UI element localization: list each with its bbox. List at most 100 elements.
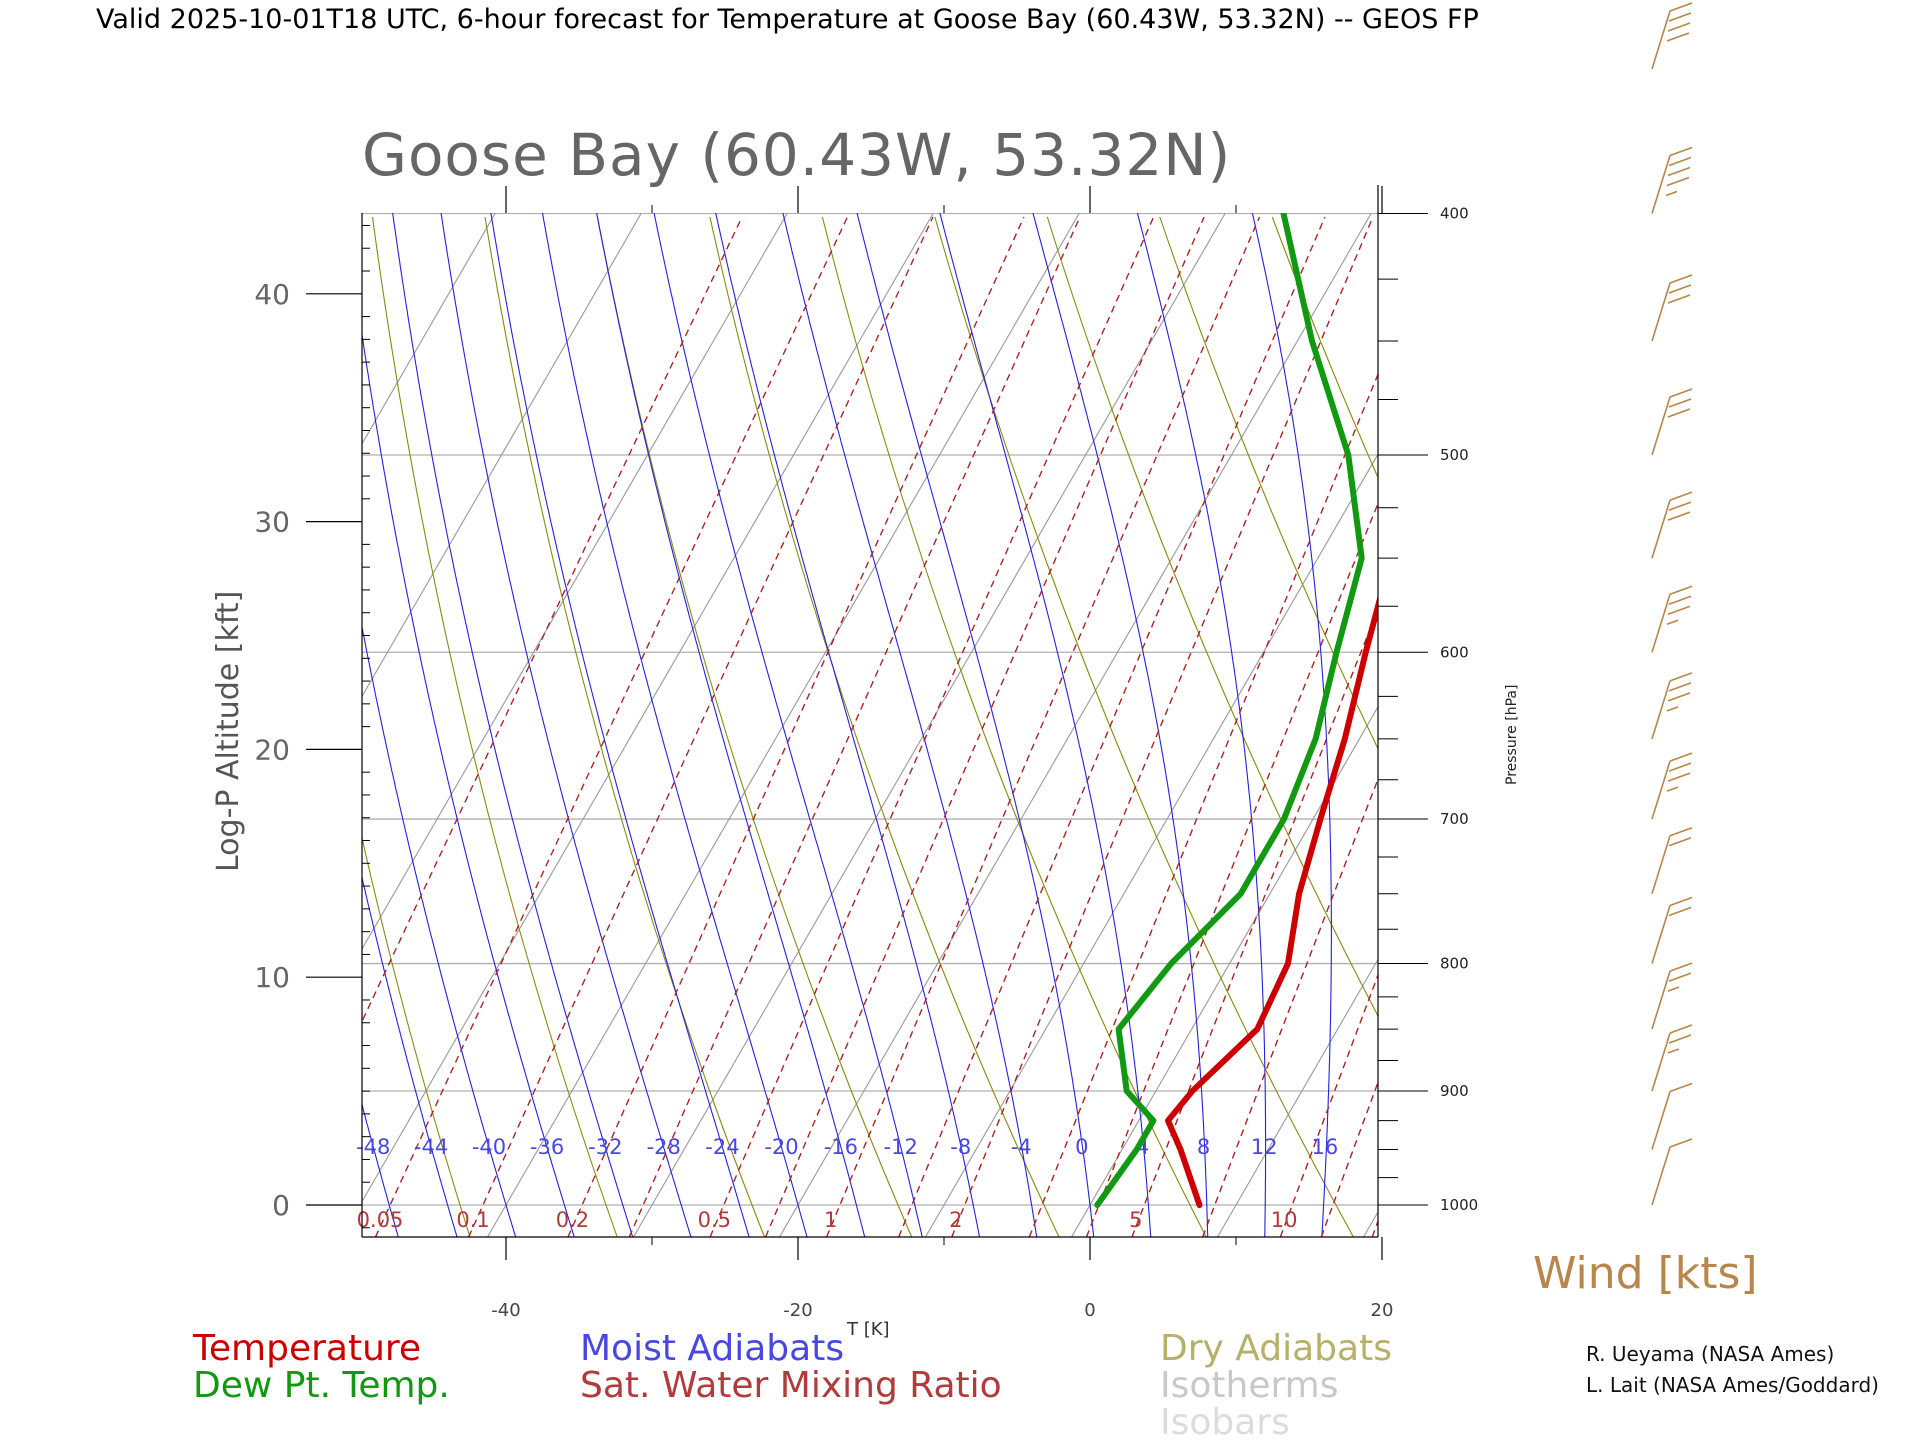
dry-adiabat-line [934, 216, 1354, 1237]
dry-adiabat-line [371, 216, 618, 1237]
pressure-tick-label: 400 [1440, 205, 1469, 223]
temperature-line [1165, 594, 1378, 1208]
isotherm-line [1217, 958, 1378, 1237]
mixing-ratio-grid [362, 216, 1899, 1237]
wind-barb-path [1651, 826, 1693, 894]
dry-adiabat-line [1497, 217, 1920, 1237]
dry-adiabat-line [596, 216, 913, 1237]
pressure-tick-label: 700 [1440, 810, 1469, 828]
moist-adiabat-line [362, 875, 458, 1237]
pressure-tick-label: 800 [1440, 955, 1469, 973]
mixing-ratio-line [1279, 973, 1378, 1237]
wind-barb [1651, 826, 1693, 894]
mixing-ratio-line [898, 216, 1326, 1237]
moist-adiabat-label: 12 [1251, 1135, 1278, 1159]
mixing-ratio-line [567, 216, 1025, 1237]
mixing-ratio-line [1371, 1219, 1378, 1237]
isotherm-line [1656, 213, 1920, 1237]
wind-barb [1651, 585, 1693, 653]
moist-adiabat-line [362, 330, 575, 1237]
chart-header-title: Valid 2025-10-01T18 UTC, 6-hour forecast… [96, 4, 1479, 35]
moist-adiabat-label: -44 [414, 1135, 448, 1159]
moist-adiabat-line [856, 213, 1095, 1237]
x-tick-label: 0 [1084, 1300, 1095, 1321]
moist-adiabat-line [1136, 213, 1267, 1237]
moist-adiabat-line [653, 213, 923, 1237]
mixing-ratio-label: 5 [1129, 1208, 1142, 1232]
isotherm-line [1071, 705, 1378, 1237]
moist-adiabat-line [1032, 213, 1209, 1237]
isotherm-line [779, 213, 1372, 1237]
wind-barb-path [1651, 1082, 1693, 1150]
moist-adiabat-line [715, 213, 981, 1237]
wind-barb [1651, 491, 1693, 559]
mixing-ratio-line [764, 216, 1205, 1237]
moist-adiabat-label: -40 [472, 1135, 506, 1159]
wind-barbs [1651, 2, 1693, 1206]
isotherm-grid [0, 213, 1920, 1237]
x-tick-label: 20 [1371, 1300, 1394, 1321]
legend-isobars: Isobars [1160, 1402, 1290, 1440]
isotherm-line [0, 213, 57, 1237]
legend-dewpoint: Dew Pt. Temp. [193, 1365, 450, 1406]
pressure-axis-label: Pressure [hPa] [1504, 685, 1520, 785]
isotherm-line [362, 213, 496, 445]
legend-dry-adiabats: Dry Adiabats [1160, 1328, 1392, 1369]
moist-adiabat-label: -16 [824, 1135, 858, 1159]
mixing-ratio-label: 10 [1271, 1208, 1298, 1232]
dry-adiabat-line [484, 216, 766, 1237]
wind-barb [1651, 388, 1693, 456]
moist-adiabat-label: -28 [647, 1135, 681, 1159]
pressure-tick-label: 1000 [1440, 1196, 1478, 1214]
isobar-grid [362, 213, 1378, 1206]
mixing-ratio-line [1440, 217, 1811, 1237]
dry-adiabat-line [1271, 216, 1378, 479]
moist-adiabat-label: -20 [764, 1135, 798, 1159]
wind-barb-path [1651, 2, 1693, 70]
moist-adiabat-line [362, 624, 517, 1237]
pressure-tick-label: 500 [1440, 446, 1469, 464]
grid-labels: -48 -44 -40 -36 -32 -28 -24 -20 -16 -12 -8 -4 0 4 8 12 1… [356, 1135, 1338, 1232]
credit-line-1: R. Ueyama (NASA Ames) [1586, 1342, 1834, 1366]
legend-mixing-ratio: Sat. Water Mixing Ratio [580, 1365, 1002, 1406]
moist-adiabat-label: -32 [588, 1135, 622, 1159]
mixing-ratio-label: 1 [824, 1208, 837, 1232]
mixing-ratio-label: 0.5 [698, 1208, 731, 1232]
wind-barb [1651, 1024, 1693, 1092]
dry-adiabat-line [1835, 217, 1920, 1237]
mixing-ratio-line [1202, 777, 1378, 1237]
moist-adiabat-label: -24 [705, 1135, 739, 1159]
wind-barb-path [1651, 146, 1693, 214]
isotherm-line [0, 213, 349, 1237]
wind-barb-path [1651, 1138, 1693, 1206]
moist-adiabat-line [362, 1102, 399, 1237]
y-tick-label: 0 [272, 1189, 290, 1222]
dry-adiabat-line [1046, 216, 1378, 1018]
x-axis-label: T [K] [846, 1319, 890, 1340]
mixing-ratio-line [1085, 501, 1378, 1237]
mixing-ratio-line [1538, 217, 1899, 1237]
wind-barb-path [1651, 491, 1693, 559]
wind-barb [1651, 2, 1693, 70]
moist-adiabat-line [1251, 213, 1332, 1237]
isotherm-line [1510, 213, 1920, 1237]
wind-barb-path [1651, 962, 1693, 1030]
mixing-ratio-line [825, 216, 1261, 1237]
isotherm-line [633, 213, 1226, 1237]
mixing-ratio-label: 0.1 [456, 1208, 489, 1232]
mixing-ratio-label: 0.2 [556, 1208, 589, 1232]
isotherm-line [362, 213, 934, 1203]
wind-barb [1651, 1082, 1693, 1150]
pressure-tick-label: 600 [1440, 643, 1469, 661]
wind-barb [1651, 1138, 1693, 1206]
mixing-ratio-line [951, 216, 1374, 1237]
wind-barb [1651, 274, 1693, 342]
isotherm-line [362, 213, 642, 698]
dry-adiabat-line [1159, 216, 1378, 750]
mixing-ratio-line [374, 216, 849, 1237]
mixing-ratio-label: 0.05 [357, 1208, 404, 1232]
pressure-tick-label: 900 [1440, 1082, 1469, 1100]
isotherm-line [925, 453, 1378, 1237]
wind-barb [1651, 672, 1693, 740]
isotherm-line [0, 213, 203, 1237]
